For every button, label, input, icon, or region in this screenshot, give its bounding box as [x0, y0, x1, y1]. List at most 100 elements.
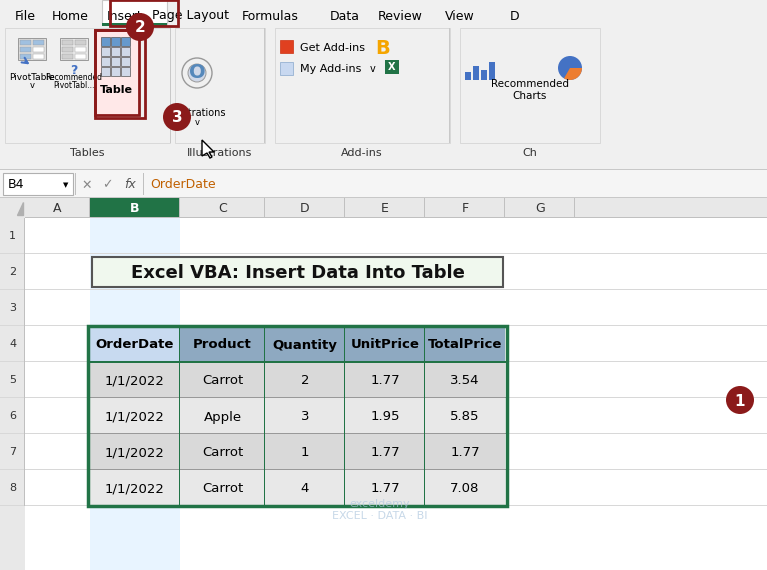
- Bar: [75, 40, 86, 45]
- Polygon shape: [202, 140, 214, 158]
- Bar: [344, 198, 345, 218]
- Text: 7.08: 7.08: [450, 482, 479, 495]
- Bar: [20, 54, 31, 59]
- Text: PivotTabl...: PivotTabl...: [54, 81, 94, 90]
- Bar: [465, 72, 471, 80]
- Bar: [0, 197, 767, 198]
- Text: Illustrations: Illustrations: [187, 148, 252, 158]
- Text: 1.95: 1.95: [370, 410, 400, 424]
- Text: Apple: Apple: [203, 410, 242, 424]
- Text: 1: 1: [735, 393, 746, 409]
- Bar: [0, 198, 767, 218]
- Bar: [75, 54, 86, 59]
- Bar: [24, 398, 25, 434]
- Bar: [24, 254, 25, 290]
- Text: Product: Product: [193, 339, 252, 352]
- Text: 1.77: 1.77: [370, 446, 400, 459]
- Bar: [101, 47, 110, 56]
- Bar: [90, 362, 180, 398]
- Bar: [0, 470, 25, 506]
- Bar: [449, 28, 450, 143]
- Bar: [280, 40, 293, 53]
- Bar: [111, 57, 120, 66]
- Bar: [385, 60, 399, 74]
- Text: 6: 6: [9, 411, 16, 421]
- Bar: [90, 198, 180, 217]
- Text: 1: 1: [9, 231, 16, 241]
- Bar: [62, 40, 73, 45]
- Text: 1/1/2022: 1/1/2022: [105, 446, 165, 459]
- Bar: [345, 470, 425, 506]
- Bar: [180, 398, 265, 434]
- Text: Table: Table: [100, 85, 133, 95]
- Text: PivotTable: PivotTable: [9, 73, 54, 82]
- Bar: [121, 37, 130, 46]
- Bar: [24, 326, 25, 362]
- Bar: [110, 0, 178, 26]
- Polygon shape: [17, 202, 23, 215]
- Text: 2: 2: [9, 267, 16, 277]
- Text: G: G: [535, 202, 545, 214]
- Bar: [90, 434, 180, 470]
- Bar: [481, 70, 487, 80]
- Text: Tables: Tables: [71, 148, 105, 158]
- Bar: [345, 362, 425, 398]
- Bar: [102, 0, 167, 24]
- Bar: [344, 326, 345, 506]
- Bar: [90, 397, 509, 398]
- Bar: [25, 326, 767, 362]
- Text: 5.85: 5.85: [450, 410, 479, 424]
- Bar: [121, 47, 130, 56]
- Bar: [0, 505, 767, 506]
- Text: exceldemy
EXCEL · DATA · BI: exceldemy EXCEL · DATA · BI: [332, 499, 428, 521]
- Bar: [170, 28, 171, 143]
- Bar: [264, 326, 265, 506]
- Bar: [0, 362, 25, 398]
- Text: 4: 4: [301, 482, 309, 495]
- Text: Page Layout: Page Layout: [152, 10, 229, 22]
- Bar: [111, 47, 120, 56]
- Text: A: A: [53, 202, 62, 214]
- Circle shape: [188, 64, 206, 82]
- Bar: [111, 37, 120, 46]
- Bar: [90, 469, 509, 470]
- Text: B: B: [375, 39, 390, 58]
- Bar: [175, 28, 265, 143]
- Text: Recommended
Charts: Recommended Charts: [491, 79, 569, 101]
- Bar: [0, 254, 25, 290]
- Bar: [265, 398, 345, 434]
- Text: B: B: [130, 202, 140, 214]
- Text: ▼: ▼: [63, 182, 68, 188]
- Bar: [75, 173, 76, 195]
- Bar: [265, 362, 345, 398]
- Text: Quantity: Quantity: [272, 339, 337, 352]
- Text: 3: 3: [172, 111, 183, 125]
- Bar: [473, 66, 479, 80]
- Bar: [425, 326, 505, 362]
- Bar: [0, 170, 767, 198]
- Bar: [0, 253, 767, 254]
- Text: 3: 3: [301, 410, 309, 424]
- Bar: [25, 290, 767, 326]
- Bar: [425, 434, 505, 470]
- Bar: [62, 54, 73, 59]
- Text: X: X: [388, 62, 396, 72]
- Text: Get Add-ins: Get Add-ins: [300, 43, 365, 53]
- Bar: [62, 47, 73, 52]
- Text: O: O: [189, 63, 206, 83]
- Bar: [424, 198, 425, 218]
- Text: 8: 8: [9, 483, 16, 493]
- Text: Review: Review: [377, 10, 423, 22]
- Bar: [425, 362, 505, 398]
- Text: Illustrations: Illustrations: [168, 108, 225, 118]
- Bar: [90, 398, 180, 434]
- Text: v: v: [370, 64, 376, 74]
- Circle shape: [182, 58, 212, 88]
- Bar: [0, 198, 25, 218]
- Bar: [25, 398, 767, 434]
- Bar: [89, 198, 90, 218]
- Bar: [18, 38, 46, 60]
- Bar: [264, 28, 265, 143]
- Text: E: E: [381, 202, 389, 214]
- Bar: [33, 40, 44, 45]
